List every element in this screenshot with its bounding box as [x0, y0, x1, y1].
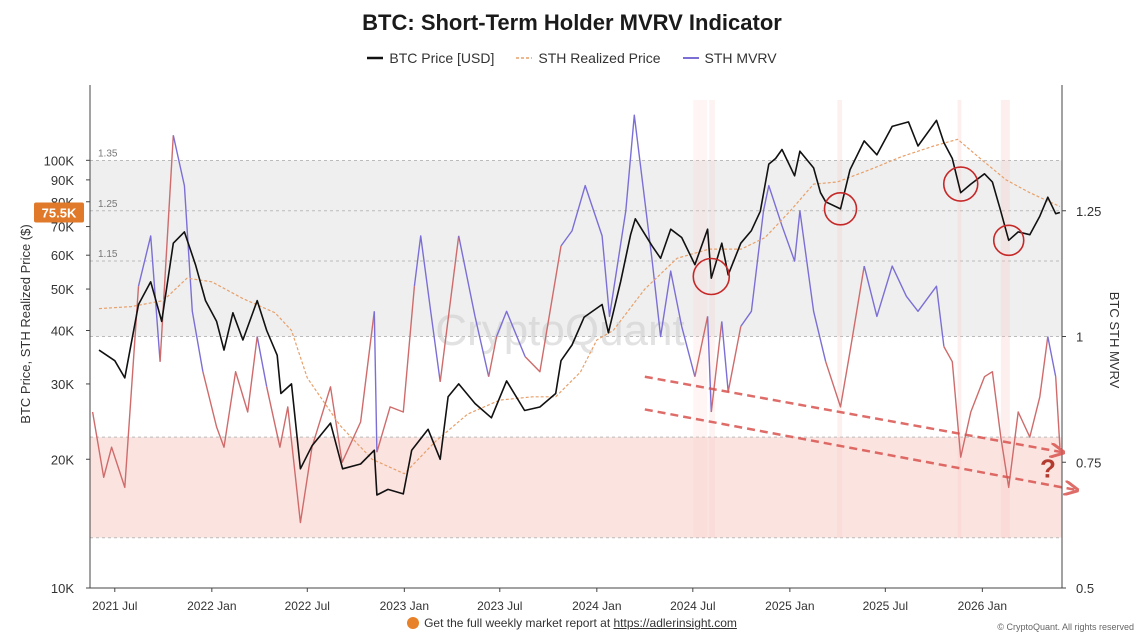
footer-text: Get the full weekly market report at [424, 616, 611, 630]
mvrv-line-below-1 [488, 336, 498, 377]
x-tick-label: 2025 Jul [863, 599, 908, 613]
y-axis-right-title: BTC STH MVRV [1107, 292, 1122, 389]
legend-item-btc-price[interactable]: BTC Price [USD] [367, 50, 494, 66]
stress-highlight [709, 100, 715, 538]
mvrv-line-above-1 [560, 114, 696, 377]
y-right-tick-label: 1.25 [1076, 204, 1101, 219]
x-tick-label: 2022 Jan [187, 599, 236, 613]
mvrv-line-below-1 [825, 265, 865, 408]
footer-link[interactable]: https://adlerinsight.com [613, 616, 737, 630]
y-axis-left-title: BTC Price, STH Realized Price ($) [18, 224, 33, 423]
y-left-tick-label: 20K [51, 452, 74, 467]
mvrv-line-above-1 [373, 311, 378, 453]
current-price-tag [34, 202, 84, 223]
x-tick-label: 2024 Jul [670, 599, 715, 613]
low-highlight-circle [823, 192, 858, 226]
legend-swatch-sth-realized-price [516, 57, 533, 59]
copyright: © CryptoQuant. All rights reserved [997, 622, 1134, 632]
mvrv-line-below-1 [202, 336, 258, 448]
band-gray [90, 160, 1062, 337]
x-tick-label: 2023 Jan [380, 599, 429, 613]
sun-icon [407, 617, 420, 629]
mvrv-line-below-1 [727, 326, 742, 392]
vertical-highlights [693, 100, 1010, 538]
band-label: 1.25 [98, 199, 118, 210]
stress-highlight [693, 100, 708, 538]
legend-swatch-btc-price [367, 56, 384, 60]
series-layer [91, 114, 1061, 524]
y-left-tick-label: 90K [51, 173, 74, 188]
footer: Get the full weekly market report at htt… [0, 616, 1144, 630]
legend-label-sth-mvrv: STH MVRV [704, 50, 777, 66]
band-red [90, 437, 1062, 538]
mvrv-line-below-1 [91, 286, 140, 489]
mvrv-line-above-1 [740, 184, 827, 362]
x-tick-label: 2022 Jul [285, 599, 330, 613]
mvrv-line-below-1 [943, 336, 1049, 489]
x-tick-label: 2021 Jul [92, 599, 137, 613]
y-right-tick-label: 0.5 [1076, 581, 1094, 596]
band-label: 1.35 [98, 148, 118, 159]
mvrv-line-above-1 [721, 321, 729, 392]
legend-item-sth-mvrv[interactable]: STH MVRV [682, 50, 777, 66]
axes-layer: 10K20K30K40K50K60K70K80K90K100K0.50.7511… [44, 85, 1101, 613]
mvrv-line-above-1 [413, 235, 441, 382]
y-left-tick-label: 50K [51, 282, 74, 297]
mvrv-line-above-1 [172, 135, 204, 372]
x-tick-label: 2025 Jan [765, 599, 814, 613]
low-highlight-circle [992, 224, 1025, 257]
chart-title: BTC: Short-Term Holder MVRV Indicator [362, 10, 782, 35]
mvrv-line-above-1 [458, 235, 490, 377]
legend: BTC Price [USD] STH Realized Price STH M… [0, 50, 1144, 66]
mvrv-line-below-1 [439, 235, 460, 382]
mvrv-line-above-1 [137, 235, 161, 362]
stress-highlight [957, 100, 962, 538]
watermark: CryptoQuant [435, 306, 684, 355]
x-tick-label: 2026 Jan [958, 599, 1007, 613]
mvrv-line-above-1 [1047, 336, 1057, 377]
stress-highlight [1000, 100, 1010, 538]
y-left-tick-label: 30K [51, 377, 74, 392]
mvrv-line-below-1 [694, 316, 709, 377]
legend-label-sth-realized-price: STH Realized Price [538, 50, 661, 66]
x-tick-label: 2023 Jul [477, 599, 522, 613]
annotations-layer: 75.5K? [34, 166, 1076, 490]
current-price-label: 75.5K [42, 206, 77, 221]
band-label: 1.15 [98, 249, 118, 260]
mvrv-line-above-1 [863, 265, 945, 347]
btc-price-line [98, 119, 1061, 496]
y-left-tick-label: 100K [44, 153, 75, 168]
mvrv-line-below-1 [524, 245, 562, 373]
mvrv-line-below-1 [376, 286, 416, 453]
y-left-tick-label: 10K [51, 581, 74, 596]
low-highlight-circle [692, 257, 731, 296]
legend-swatch-sth-mvrv [682, 57, 699, 59]
question-mark-icon: ? [1040, 453, 1056, 483]
y-left-tick-label: 60K [51, 248, 74, 263]
legend-label-btc-price: BTC Price [USD] [389, 50, 495, 66]
mvrv-line-above-1 [706, 316, 712, 413]
y-left-tick-label: 70K [51, 220, 74, 235]
mvrv-line-above-1 [256, 336, 268, 387]
mvrv-line-above-1 [495, 310, 526, 357]
mvrv-line-below-1 [710, 321, 723, 413]
mvrv-line-below-1 [159, 135, 174, 362]
bands-layer: 1.35 1.25 1.15 [90, 148, 1062, 539]
mvrv-line-below-1 [1055, 376, 1061, 448]
sth-realized-price-line [98, 138, 1061, 475]
trend-arrow-lower [644, 408, 1076, 489]
y-left-tick-label: 40K [51, 324, 74, 339]
low-highlight-circle [942, 166, 979, 202]
x-tick-label: 2024 Jan [572, 599, 621, 613]
legend-item-sth-realized-price[interactable]: STH Realized Price [516, 50, 661, 66]
stress-highlight [837, 100, 843, 538]
y-right-tick-label: 1 [1076, 330, 1083, 345]
y-right-tick-label: 0.75 [1076, 455, 1101, 470]
trend-arrow-upper [644, 375, 1062, 452]
